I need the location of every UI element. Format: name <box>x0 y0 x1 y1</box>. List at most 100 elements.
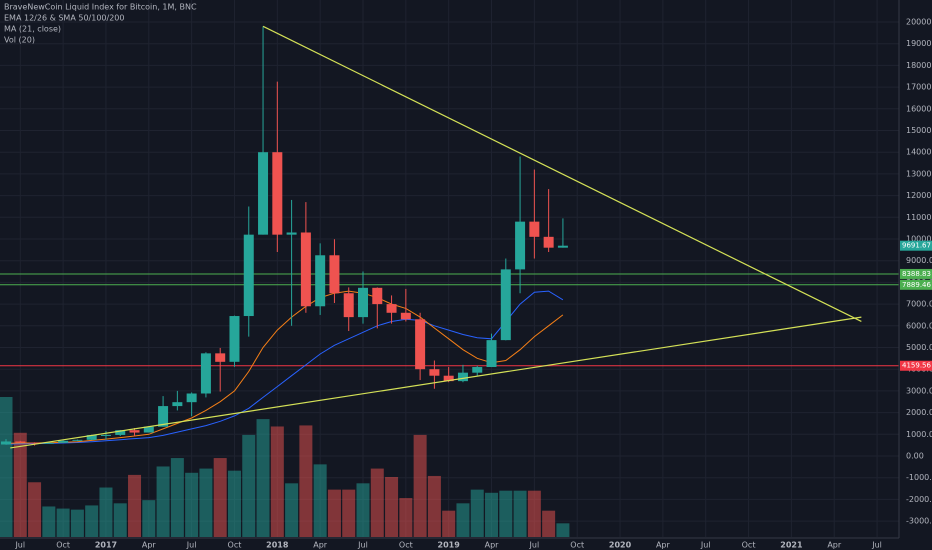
x-tick-label: 2020 <box>609 541 632 550</box>
candle-body <box>258 152 269 235</box>
x-tick-label: Jul <box>871 541 882 550</box>
price-tag-label: 8388.83 <box>902 270 931 278</box>
y-tick-label: 7000.00 <box>906 300 932 309</box>
candle-body <box>486 340 497 368</box>
volume-bar <box>285 483 299 537</box>
candle-body <box>15 441 26 443</box>
candle-body <box>1 441 11 445</box>
candle-body <box>72 439 83 441</box>
candle-body <box>300 232 311 307</box>
candle-body <box>272 152 283 235</box>
candle-body <box>243 234 254 317</box>
x-tick-label: Apr <box>142 541 157 550</box>
volume-bar <box>199 468 213 537</box>
volume-bar <box>213 458 227 537</box>
volume-bar <box>370 468 384 537</box>
y-tick-label: 9000.00 <box>906 256 932 265</box>
trendline <box>10 316 862 449</box>
x-tick-label: Apr <box>485 541 500 550</box>
candle-body <box>29 442 40 444</box>
candle-body <box>372 287 383 305</box>
x-tick-label: Jul <box>529 541 540 550</box>
y-tick-label: -2000.00 <box>906 495 932 504</box>
candle-body <box>58 440 69 443</box>
volume-bar <box>499 490 513 537</box>
candle-body <box>100 434 111 436</box>
volume-bar <box>442 510 456 537</box>
indicator-label: EMA 12/26 & SMA 50/100/200 <box>4 14 124 23</box>
y-tick-label: 1000.00 <box>906 430 932 439</box>
volume-bar <box>142 500 156 537</box>
candle-body <box>429 369 440 376</box>
candle-body <box>200 353 211 394</box>
x-tick-label: 2017 <box>95 541 117 550</box>
y-tick-label: 2000.00 <box>906 408 932 417</box>
volume-bar <box>99 487 113 537</box>
y-tick-label: 16000.00 <box>906 104 932 113</box>
y-tick-label: 11000.00 <box>906 213 932 222</box>
volume-bar <box>527 490 541 537</box>
price-tag-label: 9691.67 <box>902 242 931 250</box>
y-tick-label: 15000.00 <box>906 126 932 135</box>
volume-bar <box>485 492 499 537</box>
volume-bar <box>385 477 399 537</box>
candle-body <box>500 269 511 341</box>
volume-bar <box>299 425 313 537</box>
candle-body <box>386 304 397 313</box>
volume-bar <box>113 503 127 537</box>
volume-bar <box>156 466 170 537</box>
x-tick-label: Apr <box>656 541 671 550</box>
y-tick-label: 6000.00 <box>906 321 932 330</box>
candle-body <box>86 435 97 440</box>
candle-body <box>472 367 483 373</box>
candle-body <box>400 312 411 320</box>
candle-body <box>415 319 426 370</box>
chart-title: BraveNewCoin Liquid Index for Bitcoin, 1… <box>4 3 197 12</box>
candle-body <box>158 406 169 427</box>
candle-body <box>115 430 126 435</box>
y-tick-label: 18000.00 <box>906 61 932 70</box>
x-tick-label: Oct <box>56 541 70 550</box>
volume-bar <box>327 489 341 537</box>
indicator-label: Vol (20) <box>4 36 35 45</box>
candle-body <box>557 245 568 248</box>
x-tick-label: Jul <box>700 541 711 550</box>
x-tick-label: 2018 <box>266 541 289 550</box>
y-tick-label: 13000.00 <box>906 169 932 178</box>
volume-bar <box>242 434 256 537</box>
volume-bar <box>342 489 356 537</box>
volume-bar <box>13 432 27 537</box>
candle-body <box>343 293 354 318</box>
y-tick-label: 20000.00 <box>906 18 932 27</box>
candle-body <box>315 255 326 307</box>
price-tag-label: 4159.56 <box>902 362 931 370</box>
volume-bar <box>470 489 484 537</box>
indicator-label: MA (21, close) <box>4 25 61 34</box>
candle-body <box>186 393 197 403</box>
x-tick-label: 2021 <box>780 541 803 550</box>
candle-body <box>529 221 540 237</box>
candle-body <box>329 255 340 294</box>
candle-body <box>358 287 368 318</box>
y-tick-label: 17000.00 <box>906 83 932 92</box>
volume-bar <box>399 498 413 537</box>
y-tick-label: 5000.00 <box>906 343 932 352</box>
candle-body <box>443 375 454 382</box>
x-tick-label: Oct <box>228 541 242 550</box>
candle-body <box>543 236 554 248</box>
y-tick-label: 0.00 <box>906 451 924 460</box>
x-tick-label: Oct <box>742 541 756 550</box>
indicator-line <box>5 290 564 444</box>
price-tag <box>900 279 932 290</box>
volume-bar <box>313 464 327 537</box>
volume-bar <box>170 458 184 537</box>
candle-body <box>143 426 154 433</box>
y-tick-label: 3000.00 <box>906 386 932 395</box>
price-tag-label: 7889.46 <box>902 281 931 289</box>
volume-bar <box>28 482 42 537</box>
candle-body <box>215 353 226 362</box>
x-tick-label: 2019 <box>438 541 461 550</box>
volume-bar <box>227 470 241 537</box>
